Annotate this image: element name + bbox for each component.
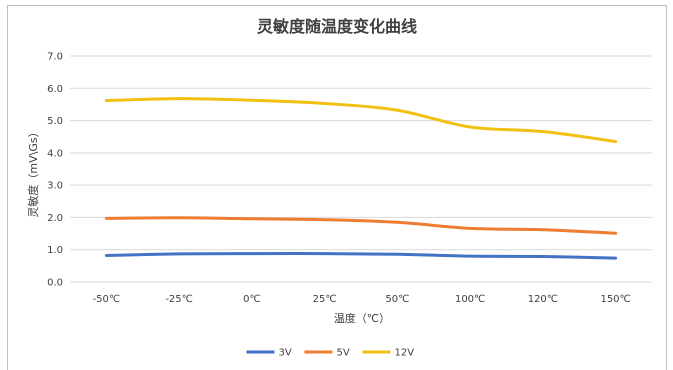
y-tick-label: 0.0: [47, 278, 63, 289]
x-tick-labels: -50℃ -25℃ 0℃ 25℃ 50℃ 100℃ 120℃ 150℃: [93, 294, 631, 305]
gridlines: [70, 55, 652, 283]
legend-label: 12V: [395, 348, 415, 359]
series-line-5V: [104, 216, 618, 235]
series-line-12V: [104, 97, 618, 144]
legend: 3V 5V 12V: [246, 348, 415, 359]
x-tick-label: 50℃: [385, 294, 409, 305]
chart-frame: [7, 5, 667, 370]
series-lines: [104, 97, 618, 260]
y-tick-label: 6.0: [47, 84, 63, 95]
x-tick-label: 120℃: [528, 294, 558, 305]
y-tick-label: 3.0: [47, 181, 63, 192]
x-tick-label: -50℃: [93, 294, 121, 305]
x-tick-label: 25℃: [313, 294, 337, 305]
x-tick-label: 0℃: [243, 294, 261, 305]
x-tick-label: 150℃: [600, 294, 630, 305]
x-axis-label: 温度（℃）: [334, 311, 390, 325]
legend-label: 5V: [337, 348, 350, 359]
y-tick-label: 5.0: [47, 116, 63, 127]
y-tick-label: 2.0: [47, 213, 63, 224]
chart-title: 灵敏度随温度变化曲线: [257, 17, 417, 36]
y-tick-label: 1.0: [47, 245, 63, 256]
series-line-3V: [104, 252, 618, 260]
x-tick-label: -25℃: [165, 294, 193, 305]
y-tick-label: 7.0: [47, 52, 63, 63]
y-tick-labels: 0.0 1.0 2.0 3.0 4.0 5.0 6.0 7.0: [47, 52, 63, 289]
y-tick-label: 4.0: [47, 148, 63, 159]
x-tick-label: 100℃: [455, 294, 485, 305]
legend-label: 3V: [279, 348, 292, 359]
y-axis-label: 灵敏度（mV\Gs）: [26, 126, 40, 217]
